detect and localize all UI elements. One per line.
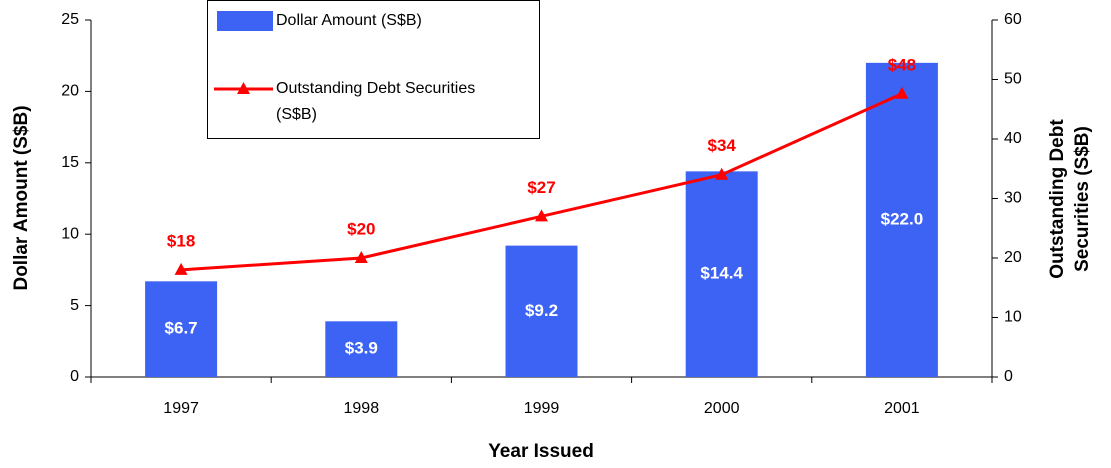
y-tick-label: 20 <box>61 83 79 100</box>
bar-label: $3.9 <box>345 339 378 358</box>
y2-tick-label: 40 <box>1004 130 1022 147</box>
line-marker <box>535 209 548 222</box>
bar-label: $9.2 <box>525 301 558 320</box>
y2-tick-label: 0 <box>1004 368 1013 385</box>
bar <box>505 245 578 377</box>
bar <box>325 321 398 377</box>
x-tick-label: 2001 <box>884 400 920 417</box>
x-tick-label: 1998 <box>344 400 380 417</box>
legend-swatch <box>217 11 273 31</box>
y-tick-label: 0 <box>70 368 79 385</box>
line-label: $27 <box>527 178 555 197</box>
line-marker <box>354 251 368 263</box>
legend-label: Outstanding Debt Securities (S$B) <box>276 80 476 123</box>
y2-tick-label: 30 <box>1004 190 1022 207</box>
line-marker <box>895 86 909 99</box>
bar <box>865 62 938 378</box>
x-axis-title: Year Issued <box>488 441 594 462</box>
bar-label: $22.0 <box>881 209 924 228</box>
y-axis-title: Dollar Amount (S$B) <box>11 105 32 290</box>
line-marker <box>174 262 188 275</box>
bar-label: $6.7 <box>165 319 198 338</box>
legend: Dollar Amount (S$B) Outstanding Debt Sec… <box>207 0 540 139</box>
x-tick-label: 1997 <box>163 400 199 417</box>
y2-tick-label: 10 <box>1004 309 1022 326</box>
line-label: $48 <box>888 55 916 74</box>
line-label: $34 <box>708 136 737 155</box>
y2-tick-label: 50 <box>1004 71 1022 88</box>
bar-label: $14.4 <box>700 264 743 283</box>
y-tick-label: 10 <box>61 225 79 242</box>
legend-symbols <box>214 11 273 94</box>
line-label: $18 <box>167 231 195 250</box>
y2-tick-label: 60 <box>1004 11 1022 28</box>
legend-marker <box>237 82 250 94</box>
y-tick-label: 5 <box>70 297 79 314</box>
line-marker <box>715 167 729 180</box>
x-tick-label: 2000 <box>704 400 740 417</box>
bar <box>685 171 758 377</box>
line-label: $20 <box>347 219 375 238</box>
legend-label: Dollar Amount (S$B) <box>276 12 422 29</box>
y-tick-label: 15 <box>61 154 79 171</box>
y2-tick-label: 20 <box>1004 249 1022 266</box>
y2-axis-title: Outstanding Debt Securities (S$B) <box>1047 119 1093 279</box>
bar <box>145 281 218 377</box>
y-tick-label: 25 <box>61 11 79 28</box>
x-tick-label: 1999 <box>524 400 560 417</box>
